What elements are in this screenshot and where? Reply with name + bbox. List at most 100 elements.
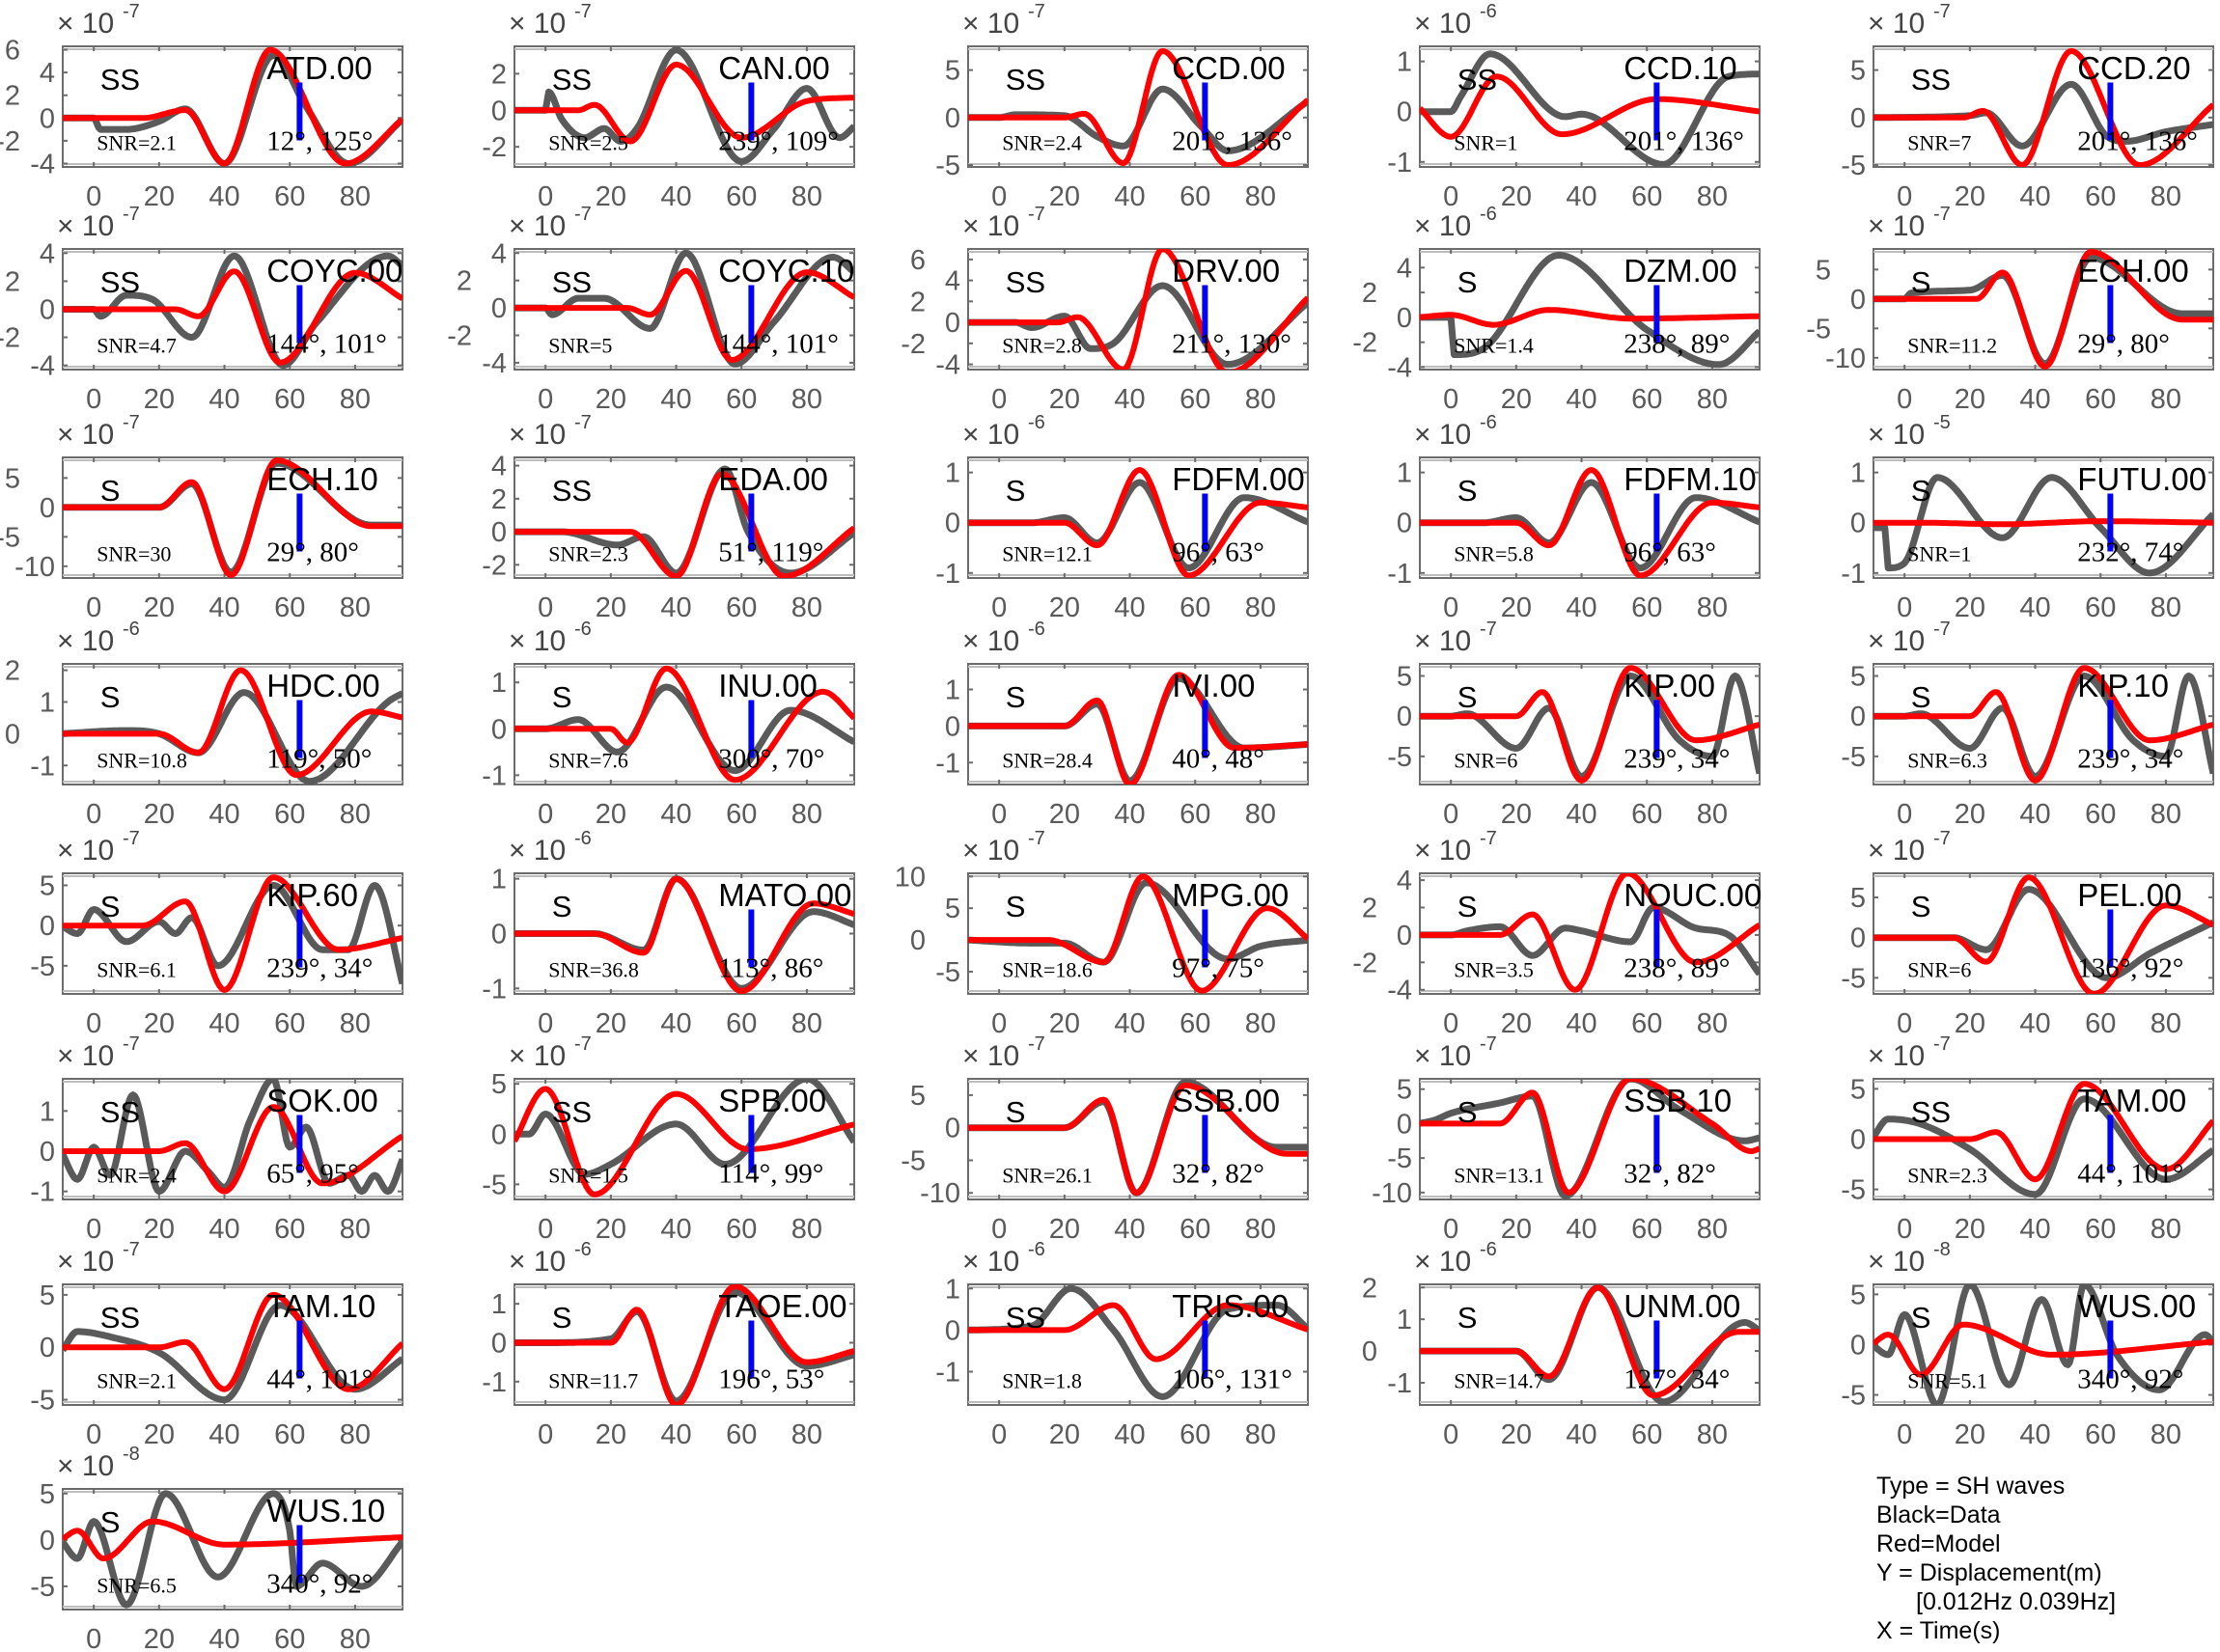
y-tick-label: -1 — [482, 760, 507, 791]
x-tick-label: 80 — [340, 592, 371, 623]
snr-label: SNR=1.4 — [1454, 334, 1534, 358]
model-trace — [968, 1302, 1308, 1363]
x-tick-label: 0 — [1443, 181, 1458, 212]
phase-label: S — [1911, 890, 1931, 923]
model-trace — [968, 467, 1308, 578]
snr-label: SNR=6 — [1454, 749, 1517, 773]
station-label: ATD.00 — [266, 50, 372, 86]
x-tick-label: 0 — [1897, 1214, 1912, 1245]
y-exponent-base: × 10 — [962, 625, 1019, 657]
traces — [63, 1291, 402, 1404]
x-tick-label: 20 — [1049, 1214, 1080, 1245]
x-tick-label: 20 — [596, 181, 626, 212]
subplot-futu-00: 0 20 40 60 80 -1 0 1× 10 -5 S FUTU.00 SNR=1 232°, 74… — [1841, 412, 2214, 623]
y-exponent-base: × 10 — [1868, 625, 1925, 657]
x-tick-label: 20 — [1955, 1214, 1985, 1245]
phase-label: S — [1911, 474, 1931, 508]
y-tick-label: 2 — [1362, 1273, 1377, 1304]
y-tick-label: -1 — [1387, 559, 1412, 590]
y-tick-label: -2 — [0, 126, 20, 157]
y-tick-label: -10 — [1372, 1178, 1412, 1209]
y-exponent: -6 — [1480, 412, 1497, 433]
traces — [1873, 474, 2213, 577]
model-trace — [968, 1082, 1308, 1197]
phase-label: SS — [552, 474, 592, 508]
x-tick-label: 60 — [274, 1624, 305, 1652]
y-tick-label: -2 — [1352, 328, 1377, 359]
y-exponent-base: × 10 — [509, 1246, 566, 1278]
x-tick-label: 20 — [1501, 384, 1532, 415]
y-tick-label: -1 — [30, 751, 55, 782]
x-tick-label: 60 — [726, 181, 757, 212]
x-tick-label: 40 — [1114, 384, 1145, 415]
station-label: TAM.10 — [266, 1288, 375, 1324]
snr-label: SNR=13.1 — [1454, 1164, 1544, 1188]
y-tick-label: 1 — [1397, 1305, 1412, 1335]
data-trace — [1420, 904, 1760, 977]
y-tick-label: -5 — [901, 1145, 926, 1176]
y-tick-label: -5 — [30, 1572, 55, 1603]
traces — [1873, 874, 2213, 994]
azimuth-distance-label: 51°, 119° — [718, 537, 823, 568]
azimuth-distance-label: 238°, 89° — [1623, 953, 1730, 984]
y-tick-label: 0 — [1850, 1331, 1866, 1362]
model-trace — [514, 875, 854, 994]
azimuth-distance-label: 106°, 131° — [1172, 1364, 1292, 1395]
x-tick-label: 0 — [991, 1419, 1007, 1450]
y-exponent-base: × 10 — [1868, 210, 1925, 242]
station-label: CCD.10 — [1623, 50, 1736, 86]
azimuth-distance-label: 12°, 125° — [266, 126, 373, 157]
x-tick-label: 20 — [596, 384, 626, 415]
model-trace — [63, 457, 402, 578]
snr-label: SNR=26.1 — [1002, 1164, 1093, 1188]
x-tick-label: 0 — [1897, 384, 1912, 415]
snr-label: SNR=5.8 — [1454, 542, 1534, 566]
snr-label: SNR=4.7 — [97, 334, 177, 358]
x-tick-label: 20 — [144, 384, 175, 415]
legend-line: X = Time(s) — [1876, 1617, 2001, 1644]
y-exponent-base: × 10 — [57, 835, 114, 867]
azimuth-distance-label: 239°, 34° — [266, 953, 373, 984]
y-tick-label: -5 — [1841, 1381, 1866, 1412]
data-trace — [1420, 251, 1760, 369]
y-exponent-base: × 10 — [1868, 8, 1925, 40]
model-trace — [514, 665, 854, 784]
station-label: WUS.10 — [266, 1493, 385, 1528]
y-exponent: -7 — [1480, 619, 1497, 640]
model-trace — [1873, 1081, 2213, 1183]
station-label: FDFM.00 — [1172, 461, 1305, 497]
y-exponent: -7 — [1933, 204, 1951, 225]
traces — [968, 1079, 1308, 1197]
azimuth-distance-label: 238°, 89° — [1623, 329, 1730, 360]
azimuth-distance-label: 239°, 34° — [2077, 744, 2183, 775]
y-exponent-base: × 10 — [962, 419, 1019, 451]
y-exponent: -7 — [1933, 619, 1951, 640]
x-tick-label: 80 — [2151, 181, 2181, 212]
x-tick-label: 20 — [1955, 1419, 1985, 1450]
y-tick-label: -2 — [901, 329, 926, 360]
x-tick-label: 60 — [1179, 1419, 1210, 1450]
y-tick-label: -5 — [1387, 1143, 1412, 1174]
x-tick-label: 60 — [1631, 1419, 1662, 1450]
y-tick-label: 0 — [1850, 702, 1866, 732]
model-trace — [968, 249, 1308, 370]
x-tick-label: 80 — [1245, 1214, 1276, 1245]
snr-label: SNR=2.4 — [1002, 131, 1082, 155]
x-tick-label: 20 — [1049, 384, 1080, 415]
y-tick-label: 1 — [1397, 47, 1412, 78]
y-tick-label: -1 — [30, 1177, 55, 1208]
data-trace — [63, 1302, 402, 1404]
x-tick-label: 0 — [538, 799, 553, 830]
x-tick-label: 40 — [660, 1008, 691, 1039]
data-trace — [514, 1079, 854, 1178]
phase-label: S — [1457, 265, 1478, 299]
x-tick-label: 0 — [1443, 799, 1458, 830]
y-exponent-base: × 10 — [509, 835, 566, 867]
x-tick-label: 40 — [1566, 799, 1596, 830]
x-tick-label: 0 — [86, 592, 101, 623]
y-tick-label: 6 — [910, 245, 926, 276]
